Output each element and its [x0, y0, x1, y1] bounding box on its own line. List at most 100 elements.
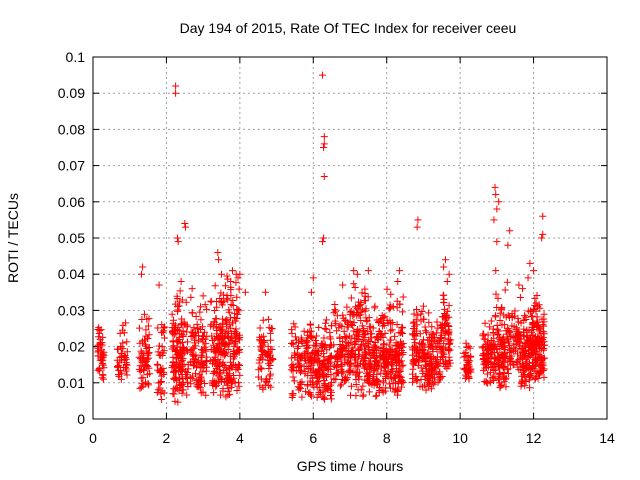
data-point: [539, 335, 547, 343]
data-point: [264, 315, 272, 323]
data-point: [353, 270, 361, 278]
data-point: [443, 319, 451, 327]
data-point: [445, 330, 453, 338]
data-point: [171, 397, 179, 405]
data-point: [437, 374, 445, 382]
data-point: [190, 344, 198, 352]
data-point: [512, 341, 520, 349]
data-point: [340, 327, 348, 335]
data-point: [540, 365, 548, 373]
data-point: [347, 391, 355, 399]
data-point: [467, 368, 475, 376]
data-point: [535, 362, 543, 370]
data-point: [352, 368, 360, 376]
data-point: [528, 321, 536, 329]
data-point: [328, 322, 336, 330]
data-point: [486, 377, 494, 385]
data-point: [365, 368, 373, 376]
data-point: [327, 391, 335, 399]
data-point: [530, 267, 538, 275]
data-point: [201, 343, 209, 351]
data-point: [385, 380, 393, 388]
data-point: [505, 342, 513, 350]
data-point: [514, 314, 522, 322]
data-point: [440, 291, 448, 299]
data-point: [333, 312, 341, 320]
data-point: [370, 366, 378, 374]
data-point: [113, 345, 121, 353]
data-point: [256, 324, 264, 332]
data-point: [493, 205, 501, 213]
data-point: [315, 324, 323, 332]
data-point: [320, 133, 328, 141]
data-point: [178, 389, 186, 397]
data-point: [398, 340, 406, 348]
data-point: [534, 338, 542, 346]
data-point: [438, 331, 446, 339]
data-point: [182, 298, 190, 306]
data-point: [355, 344, 363, 352]
data-point: [291, 323, 299, 331]
data-point: [264, 343, 272, 351]
data-point: [289, 390, 297, 398]
x-tick-label: 0: [89, 430, 97, 446]
data-point: [539, 328, 547, 336]
data-point: [326, 333, 334, 341]
data-point: [504, 366, 512, 374]
data-point: [343, 374, 351, 382]
data-point: [287, 366, 295, 374]
data-point: [443, 364, 451, 372]
data-point: [359, 382, 367, 390]
data-point: [302, 388, 310, 396]
data-point: [322, 384, 330, 392]
data-point: [213, 381, 221, 389]
data-point: [500, 375, 508, 383]
data-points: [94, 71, 548, 406]
data-point: [369, 348, 377, 356]
data-point: [538, 234, 546, 242]
data-point: [176, 364, 184, 372]
data-point: [504, 241, 512, 249]
data-point: [211, 307, 219, 315]
data-point: [503, 278, 511, 286]
data-point: [351, 303, 359, 311]
data-point: [320, 144, 328, 151]
data-point: [256, 382, 264, 390]
data-point: [493, 303, 501, 311]
data-point: [517, 354, 525, 362]
data-point: [302, 357, 310, 365]
data-point: [211, 344, 219, 352]
data-point: [227, 314, 235, 322]
data-point: [539, 212, 547, 220]
data-point: [508, 314, 516, 322]
data-point: [385, 341, 393, 349]
data-point: [171, 300, 179, 308]
data-point: [168, 345, 176, 353]
data-point: [486, 323, 494, 331]
data-point: [233, 293, 241, 301]
data-point: [308, 392, 316, 400]
data-point: [155, 281, 163, 289]
data-point: [158, 387, 166, 395]
data-point: [501, 286, 509, 294]
data-point: [338, 322, 346, 330]
data-point: [331, 306, 339, 314]
data-point: [315, 390, 323, 398]
data-point: [177, 277, 185, 285]
data-point: [256, 342, 264, 350]
data-point: [521, 347, 529, 355]
data-point: [314, 347, 322, 355]
data-point: [527, 371, 535, 379]
data-point: [361, 289, 369, 297]
data-point: [494, 294, 502, 302]
data-point: [440, 299, 448, 307]
data-point: [440, 327, 448, 335]
data-point: [159, 349, 167, 357]
data-point: [386, 304, 394, 312]
data-point: [255, 366, 263, 374]
data-point: [236, 361, 244, 369]
data-point: [224, 296, 232, 304]
data-point: [378, 386, 386, 394]
data-point: [207, 298, 215, 306]
data-point: [234, 334, 242, 342]
